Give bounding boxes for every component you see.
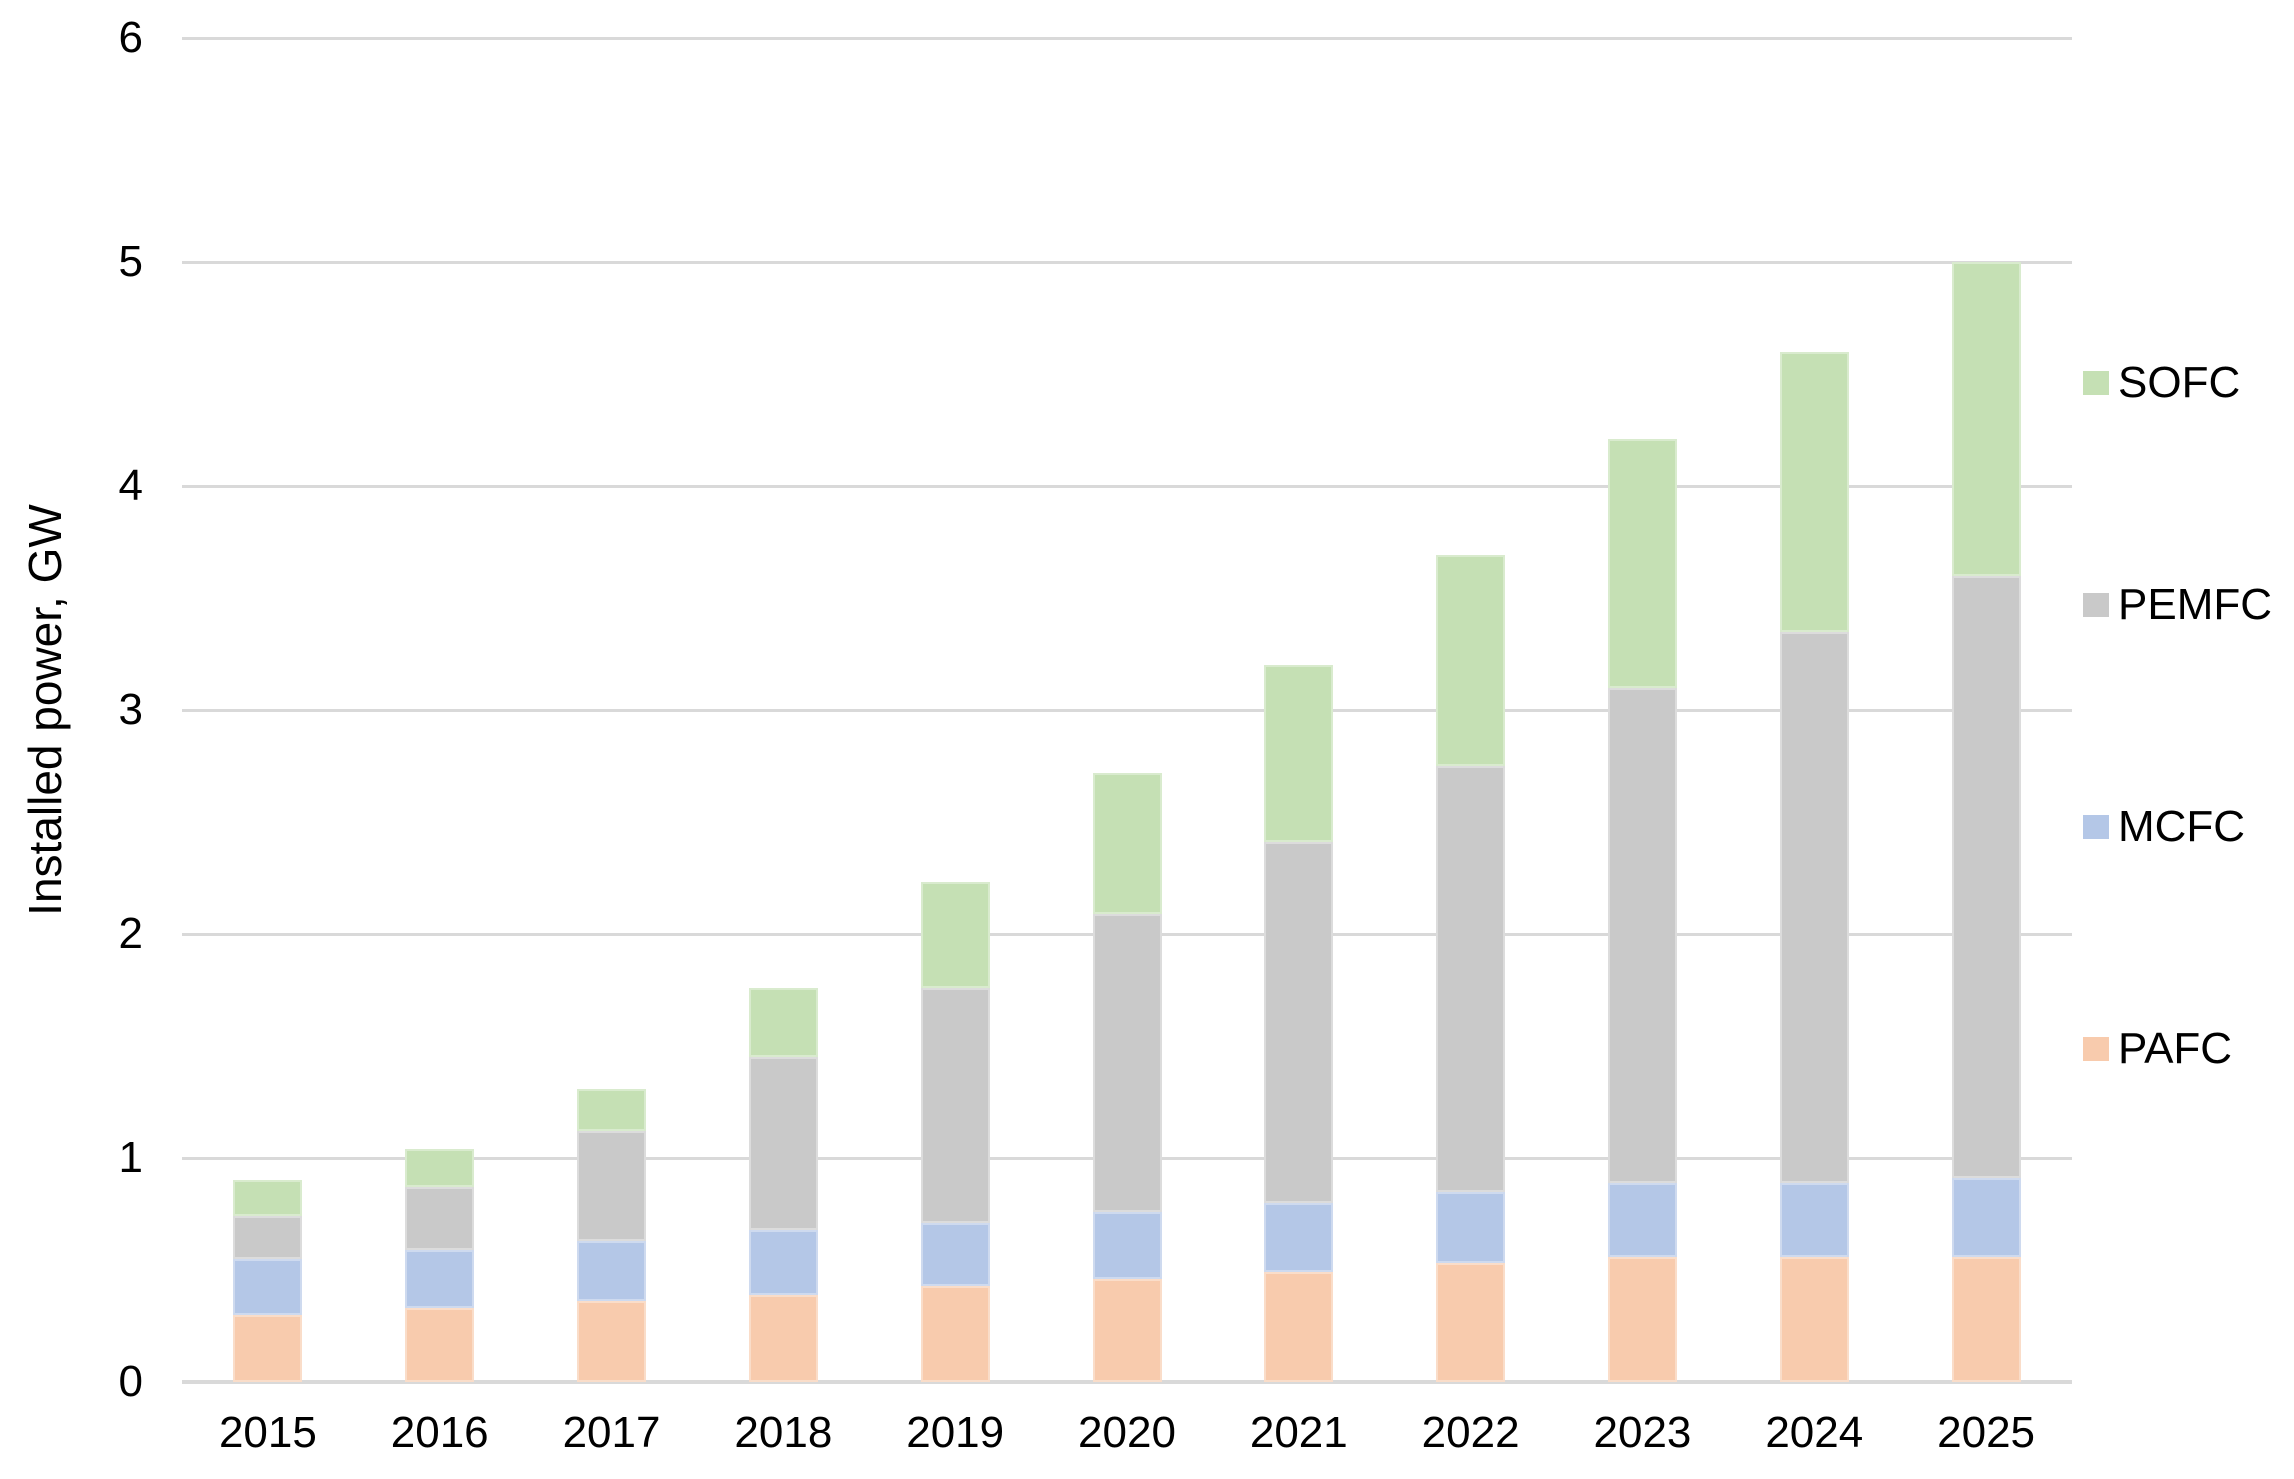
bar-segment-2016-pafc [405,1308,475,1382]
bar-segment-2018-pafc [748,1294,818,1382]
y-tick-label-2: 2 [118,909,143,958]
bar-segment-2020-pafc [1092,1278,1162,1382]
y-tick-label-6: 6 [118,13,143,62]
bar-segment-2016-pemfc [405,1187,475,1250]
bar-segment-2023-pemfc [1607,687,1677,1183]
bar-segment-2016-mcfc [405,1249,475,1309]
legend-swatch-sofc [2083,371,2109,395]
legend-swatch-pemfc [2083,593,2109,617]
bar-segment-2015-pemfc [233,1216,303,1259]
x-tick-label-2022: 2022 [1421,1408,1520,1457]
legend-item-sofc: SOFC [2083,361,2240,405]
bar-segment-2020-pemfc [1092,913,1162,1212]
bar-segment-2024-pafc [1779,1256,1849,1382]
bar-segment-2019-pafc [920,1285,990,1382]
bar-segment-2018-sofc [748,987,818,1058]
bar-segment-2022-mcfc [1436,1191,1506,1264]
x-tick-label-2024: 2024 [1765,1408,1864,1457]
gridline-4 [182,484,2072,488]
x-tick-label-2025: 2025 [1937,1408,2036,1457]
x-tick-label-2017: 2017 [562,1408,661,1457]
bar-segment-2016-sofc [405,1149,475,1188]
x-tick-label-2023: 2023 [1593,1408,1692,1457]
bar-segment-2022-sofc [1436,555,1506,766]
legend-swatch-mcfc [2083,815,2109,839]
bar-segment-2023-sofc [1607,438,1677,688]
bar-segment-2017-mcfc [577,1240,647,1302]
y-axis-title: Installed power, GW [19,504,71,916]
bar-segment-2020-mcfc [1092,1211,1162,1279]
gridline-5 [182,260,2072,264]
x-tick-label-2015: 2015 [218,1408,317,1457]
bar-segment-2024-sofc [1779,351,1849,632]
bar-segment-2017-pafc [577,1301,647,1382]
x-tick-label-2020: 2020 [1078,1408,1176,1457]
bar-segment-2019-sofc [920,882,990,988]
bar-segment-2024-pemfc [1779,631,1849,1183]
legend-item-mcfc: MCFC [2083,805,2245,849]
legend-label-pemfc: PEMFC [2118,580,2272,629]
legend-swatch-pafc [2083,1037,2109,1061]
y-tick-label-1: 1 [118,1133,143,1182]
legend-item-pafc: PAFC [2083,1027,2232,1071]
x-tick-label-2018: 2018 [734,1408,833,1457]
legend-label-mcfc: MCFC [2118,802,2246,851]
bar-segment-2024-mcfc [1779,1182,1849,1257]
legend-label-sofc: SOFC [2118,358,2241,407]
bar-segment-2018-pemfc [748,1057,818,1230]
bar-segment-2022-pafc [1436,1263,1506,1382]
x-axis-line [182,1380,2072,1384]
y-tick-label-0: 0 [118,1357,143,1406]
legend-item-pemfc: PEMFC [2083,583,2272,627]
bar-segment-2021-pafc [1264,1272,1334,1382]
bar-segment-2025-sofc [1951,262,2021,576]
bar-segment-2023-mcfc [1607,1182,1677,1257]
bar-segment-2022-pemfc [1436,766,1506,1192]
bar-segment-2017-sofc [577,1088,647,1132]
bar-segment-2015-pafc [233,1314,303,1382]
gridline-6 [182,36,2072,40]
bar-segment-2017-pemfc [577,1131,647,1241]
gridline-3 [182,708,2072,712]
x-tick-label-2019: 2019 [906,1408,1005,1457]
y-tick-label-3: 3 [118,685,143,734]
bar-segment-2018-mcfc [748,1229,818,1295]
bar-segment-2025-pemfc [1951,575,2021,1179]
bar-segment-2023-pafc [1607,1256,1677,1382]
y-tick-label-4: 4 [118,461,143,510]
legend-label-pafc: PAFC [2118,1024,2233,1073]
bar-segment-2019-mcfc [920,1222,990,1286]
bar-segment-2021-sofc [1264,665,1334,843]
bar-segment-2025-mcfc [1951,1178,2021,1257]
bar-segment-2015-sofc [233,1180,303,1217]
bar-segment-2019-pemfc [920,987,990,1223]
bar-segment-2021-mcfc [1264,1202,1334,1273]
bar-segment-2025-pafc [1951,1256,2021,1382]
bar-segment-2015-mcfc [233,1258,303,1315]
y-tick-label-5: 5 [118,237,143,286]
bar-segment-2020-sofc [1092,772,1162,914]
x-tick-label-2016: 2016 [390,1408,489,1457]
x-tick-label-2021: 2021 [1249,1408,1348,1457]
bar-segment-2021-pemfc [1264,842,1334,1203]
